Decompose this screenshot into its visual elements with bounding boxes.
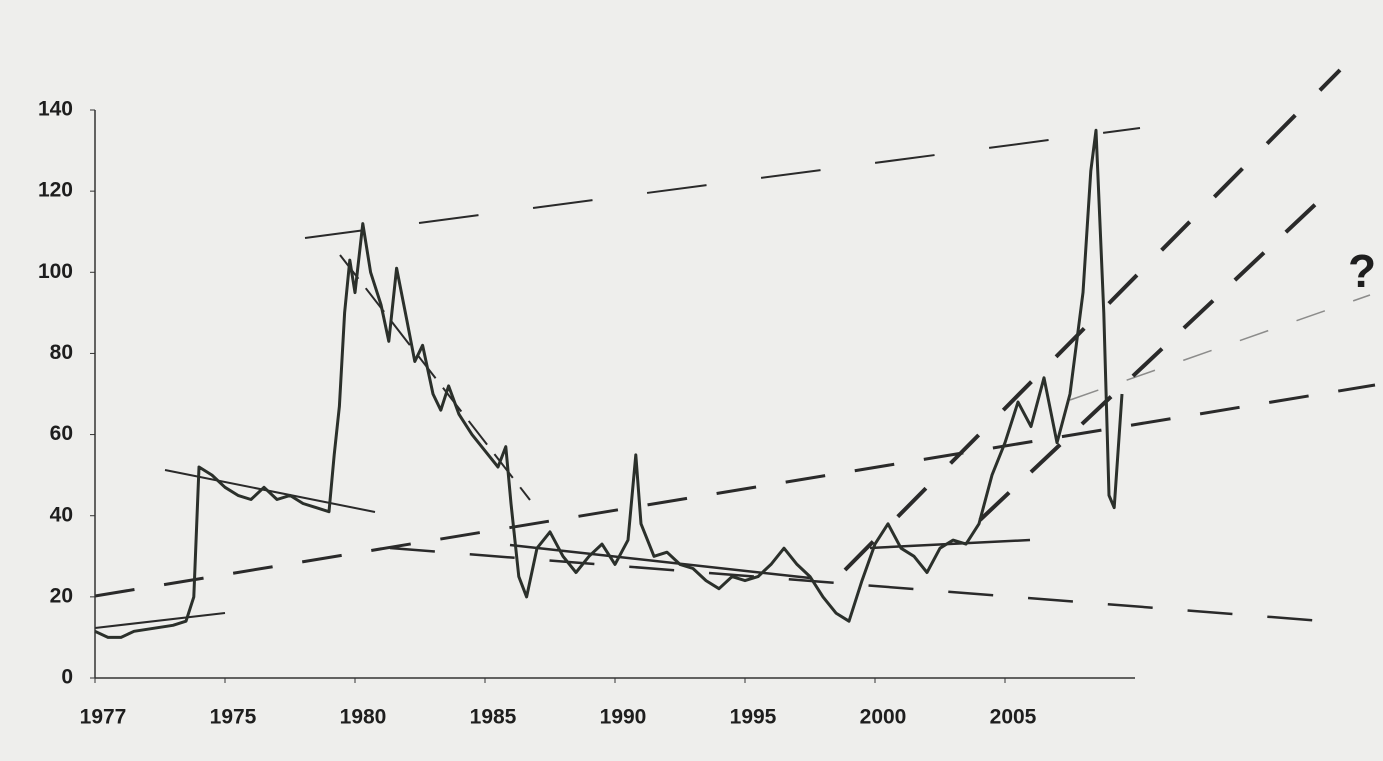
y-tick-label: 120 [38, 179, 73, 202]
x-tick-label: 1990 [600, 706, 647, 729]
x-tick-label: 1995 [730, 706, 777, 729]
y-tick-label: 0 [61, 666, 73, 689]
annotation: ? [1348, 245, 1376, 297]
y-tick-label: 100 [38, 260, 73, 283]
y-tick-label: 60 [50, 422, 73, 445]
x-tick-label: 1977 [80, 706, 127, 729]
y-tick-label: 20 [50, 584, 73, 607]
y-tick-label: 140 [38, 98, 73, 121]
x-tick-label: 2005 [990, 706, 1037, 729]
y-tick-label: 80 [50, 341, 73, 364]
chart: ? 0 20 40 60 80 100 120 140 1977 1975 1980 1985 1990… [0, 0, 1383, 761]
x-tick-label: 2000 [860, 706, 907, 729]
x-tick-label: 1985 [470, 706, 517, 729]
x-tick-label: 1975 [210, 706, 257, 729]
paper-glow [0, 0, 1383, 761]
y-tick-label: 40 [50, 503, 73, 526]
x-tick-label: 1980 [340, 706, 387, 729]
